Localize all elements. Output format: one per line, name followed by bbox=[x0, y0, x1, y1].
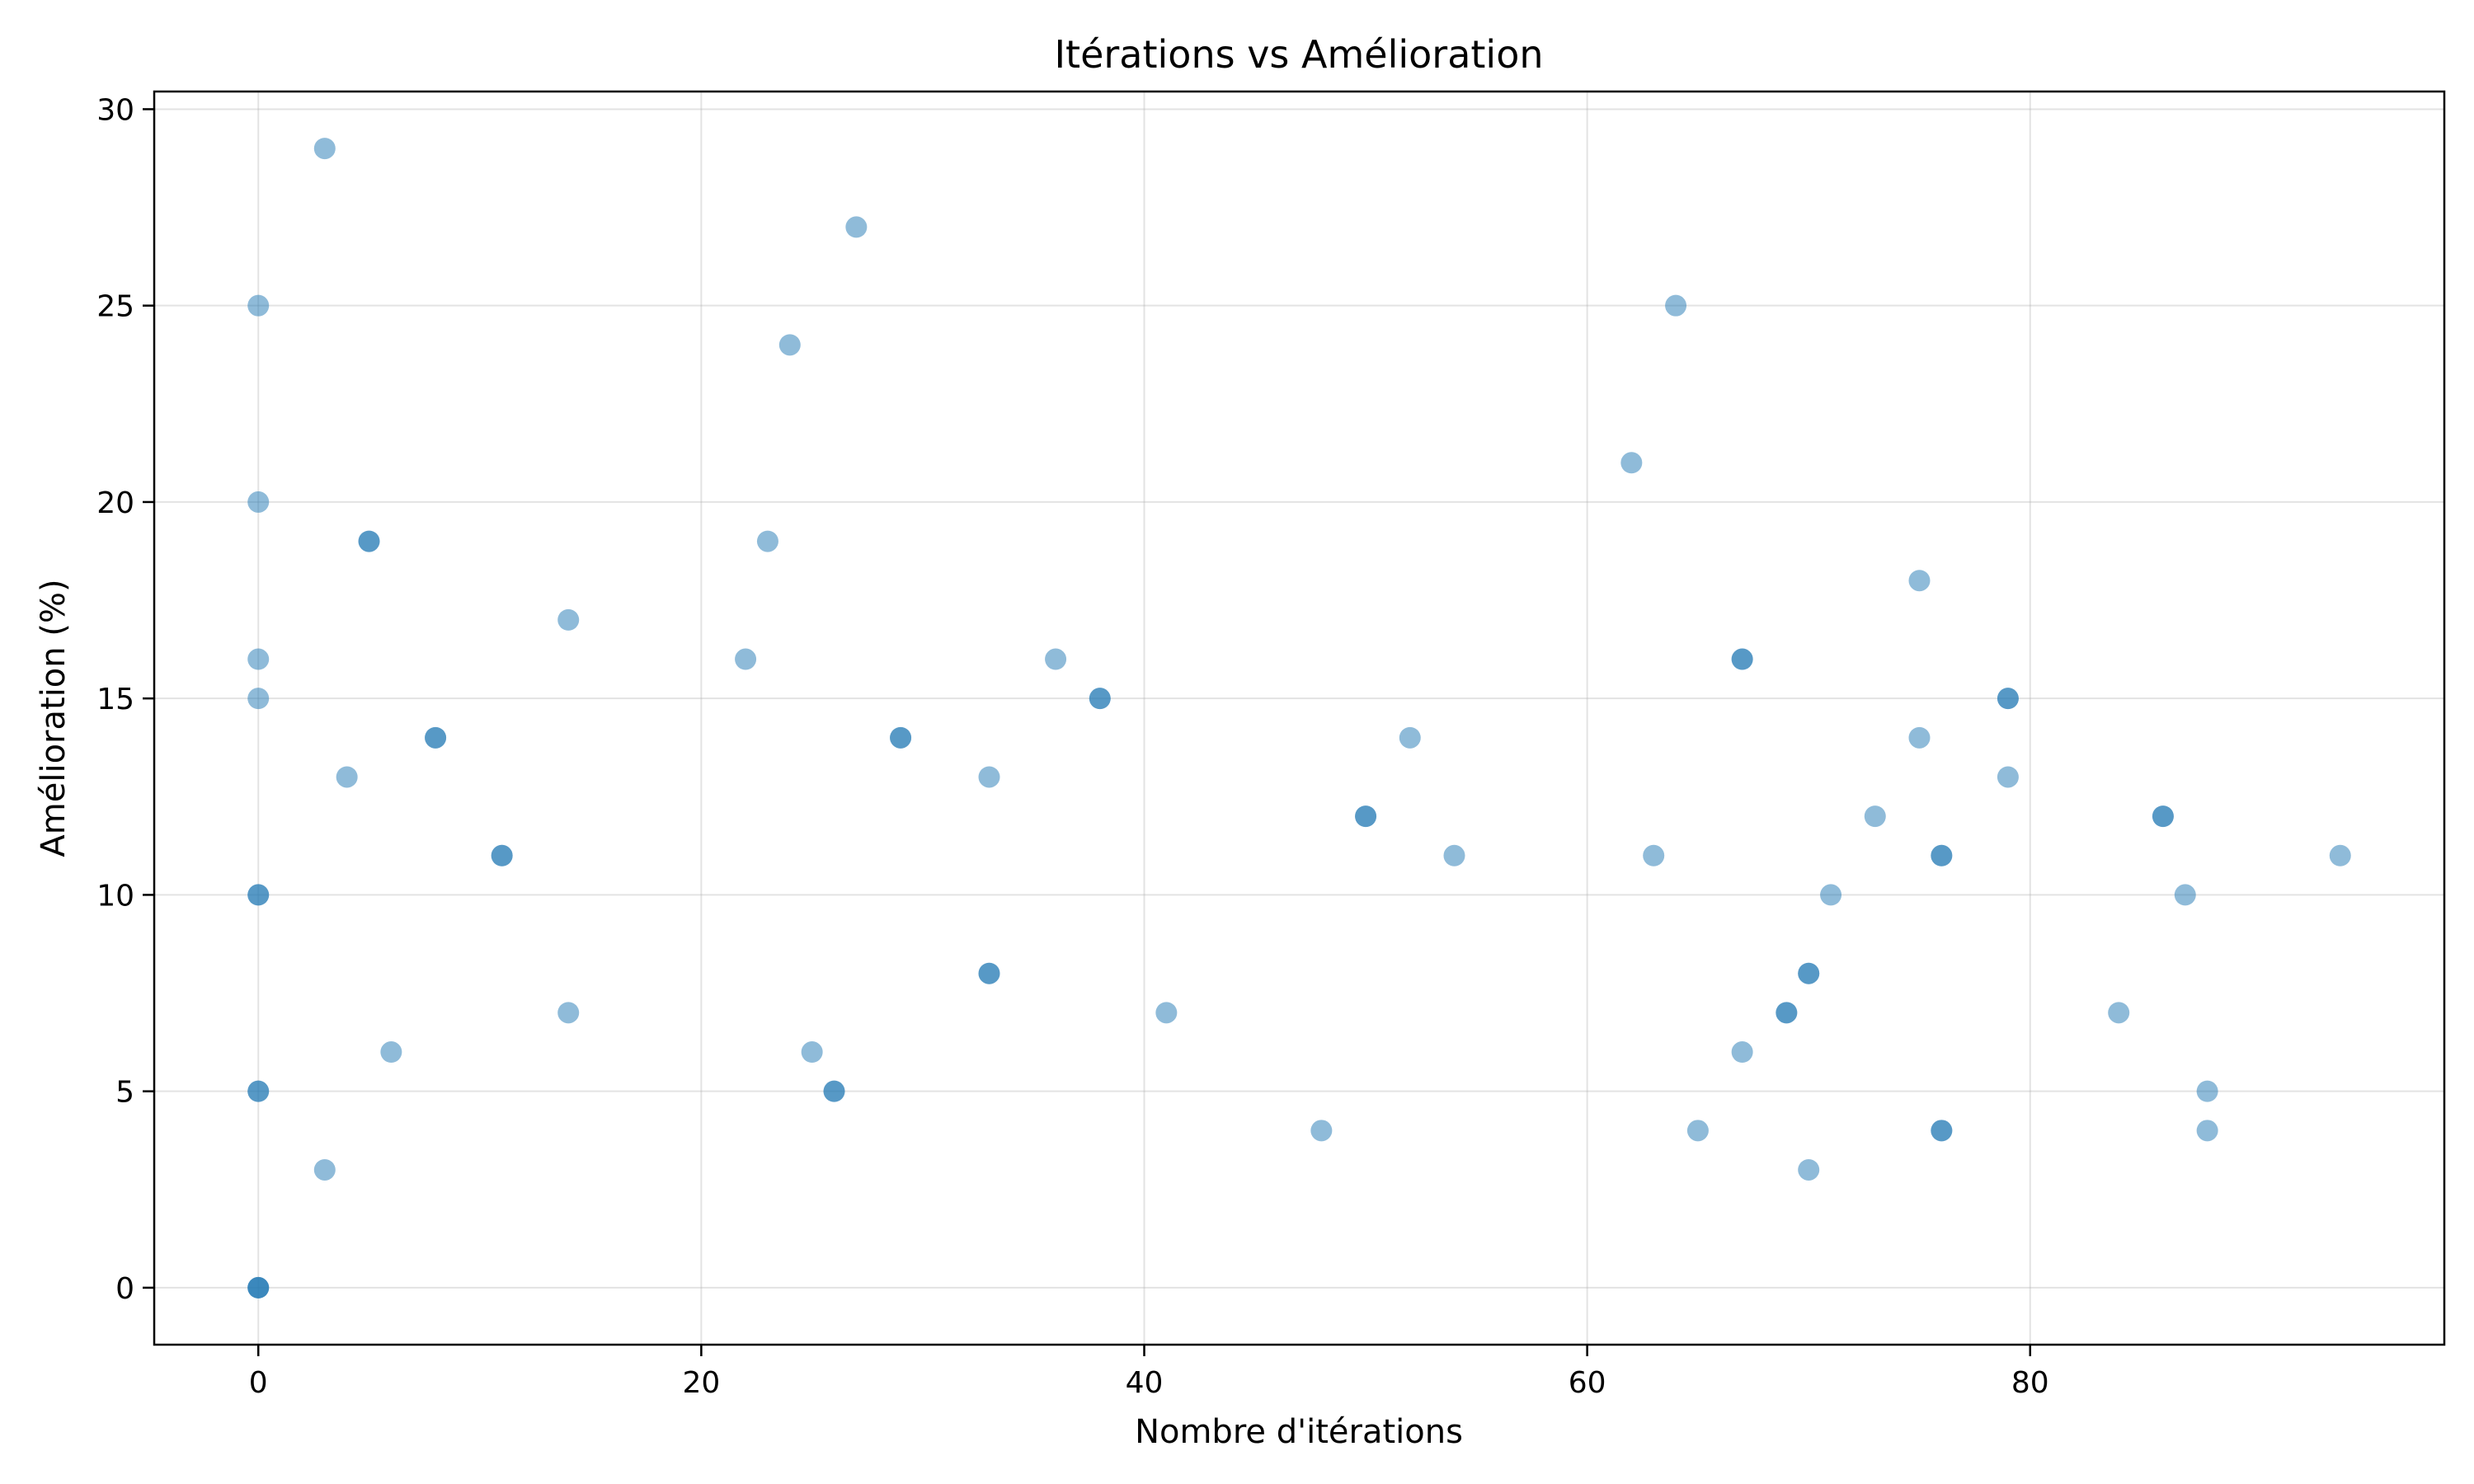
data-point bbox=[1355, 805, 1377, 828]
data-point bbox=[2152, 805, 2174, 828]
data-point bbox=[1864, 805, 1886, 828]
data-point bbox=[247, 1080, 270, 1102]
x-tick-label: 40 bbox=[1126, 1366, 1164, 1400]
y-tick-label: 25 bbox=[96, 290, 134, 324]
plot-frame bbox=[153, 90, 2446, 1346]
data-point bbox=[557, 608, 580, 631]
data-point bbox=[425, 726, 447, 749]
data-point bbox=[778, 334, 801, 356]
y-tick-label: 20 bbox=[96, 486, 134, 520]
data-point bbox=[313, 138, 336, 160]
data-point bbox=[756, 530, 778, 552]
data-point bbox=[1997, 688, 2019, 710]
data-point bbox=[247, 294, 270, 317]
data-point bbox=[2329, 844, 2351, 866]
data-point bbox=[313, 1158, 336, 1181]
data-point bbox=[1820, 884, 1842, 906]
data-point bbox=[801, 1041, 823, 1064]
y-axis-label: Amélioration (%) bbox=[35, 579, 73, 857]
x-axis-label: Nombre d'itérations bbox=[1135, 1413, 1463, 1451]
data-point bbox=[2196, 1120, 2218, 1142]
data-point bbox=[380, 1041, 402, 1064]
data-point bbox=[1665, 294, 1687, 317]
data-point bbox=[1798, 1158, 1820, 1181]
data-point bbox=[1310, 1120, 1333, 1142]
data-point bbox=[247, 1276, 270, 1298]
data-point bbox=[978, 766, 1000, 788]
x-tick-label: 20 bbox=[682, 1366, 720, 1400]
y-tick-label: 15 bbox=[96, 683, 134, 716]
data-point bbox=[1155, 1002, 1178, 1024]
y-tick-label: 5 bbox=[115, 1076, 134, 1110]
data-point bbox=[845, 216, 868, 238]
data-point bbox=[1731, 1041, 1753, 1064]
data-point bbox=[1045, 648, 1067, 670]
x-tick-label: 0 bbox=[249, 1366, 268, 1400]
data-points bbox=[247, 138, 2351, 1298]
data-point bbox=[2196, 1080, 2218, 1102]
data-point bbox=[1798, 962, 1820, 984]
data-point bbox=[1399, 726, 1421, 749]
data-point bbox=[247, 688, 270, 710]
data-point bbox=[2174, 884, 2196, 906]
data-point bbox=[823, 1080, 845, 1102]
data-point bbox=[735, 648, 757, 670]
y-tick-label: 0 bbox=[115, 1272, 134, 1306]
data-point bbox=[1089, 688, 1111, 710]
data-point bbox=[1443, 844, 1465, 866]
grid-lines bbox=[154, 92, 2444, 1345]
data-point bbox=[1643, 844, 1665, 866]
data-point bbox=[247, 648, 270, 670]
y-axis-ticks: 0 5 10 15 20 25 30 bbox=[96, 93, 154, 1306]
x-axis-ticks: 0 20 40 60 80 bbox=[249, 1345, 2049, 1400]
data-point bbox=[247, 884, 270, 906]
data-point bbox=[1620, 452, 1643, 474]
x-tick-label: 80 bbox=[2011, 1366, 2049, 1400]
data-point bbox=[1931, 1120, 1953, 1142]
data-point bbox=[247, 491, 270, 513]
data-point bbox=[358, 530, 380, 552]
data-point bbox=[491, 844, 513, 866]
data-point bbox=[1997, 766, 2019, 788]
data-point bbox=[978, 962, 1000, 984]
y-tick-label: 10 bbox=[96, 879, 134, 913]
chart-title: Itérations vs Amélioration bbox=[1054, 32, 1543, 77]
data-point bbox=[2108, 1002, 2130, 1024]
x-tick-label: 60 bbox=[1569, 1366, 1606, 1400]
data-point bbox=[557, 1002, 580, 1024]
data-point bbox=[1931, 844, 1953, 866]
data-point bbox=[1776, 1002, 1798, 1024]
data-point bbox=[1731, 648, 1753, 670]
data-point bbox=[1908, 570, 1931, 592]
data-point bbox=[890, 726, 912, 749]
data-point bbox=[336, 766, 358, 788]
data-point bbox=[1908, 726, 1931, 749]
y-tick-label: 30 bbox=[96, 93, 134, 127]
data-point bbox=[1686, 1120, 1709, 1142]
